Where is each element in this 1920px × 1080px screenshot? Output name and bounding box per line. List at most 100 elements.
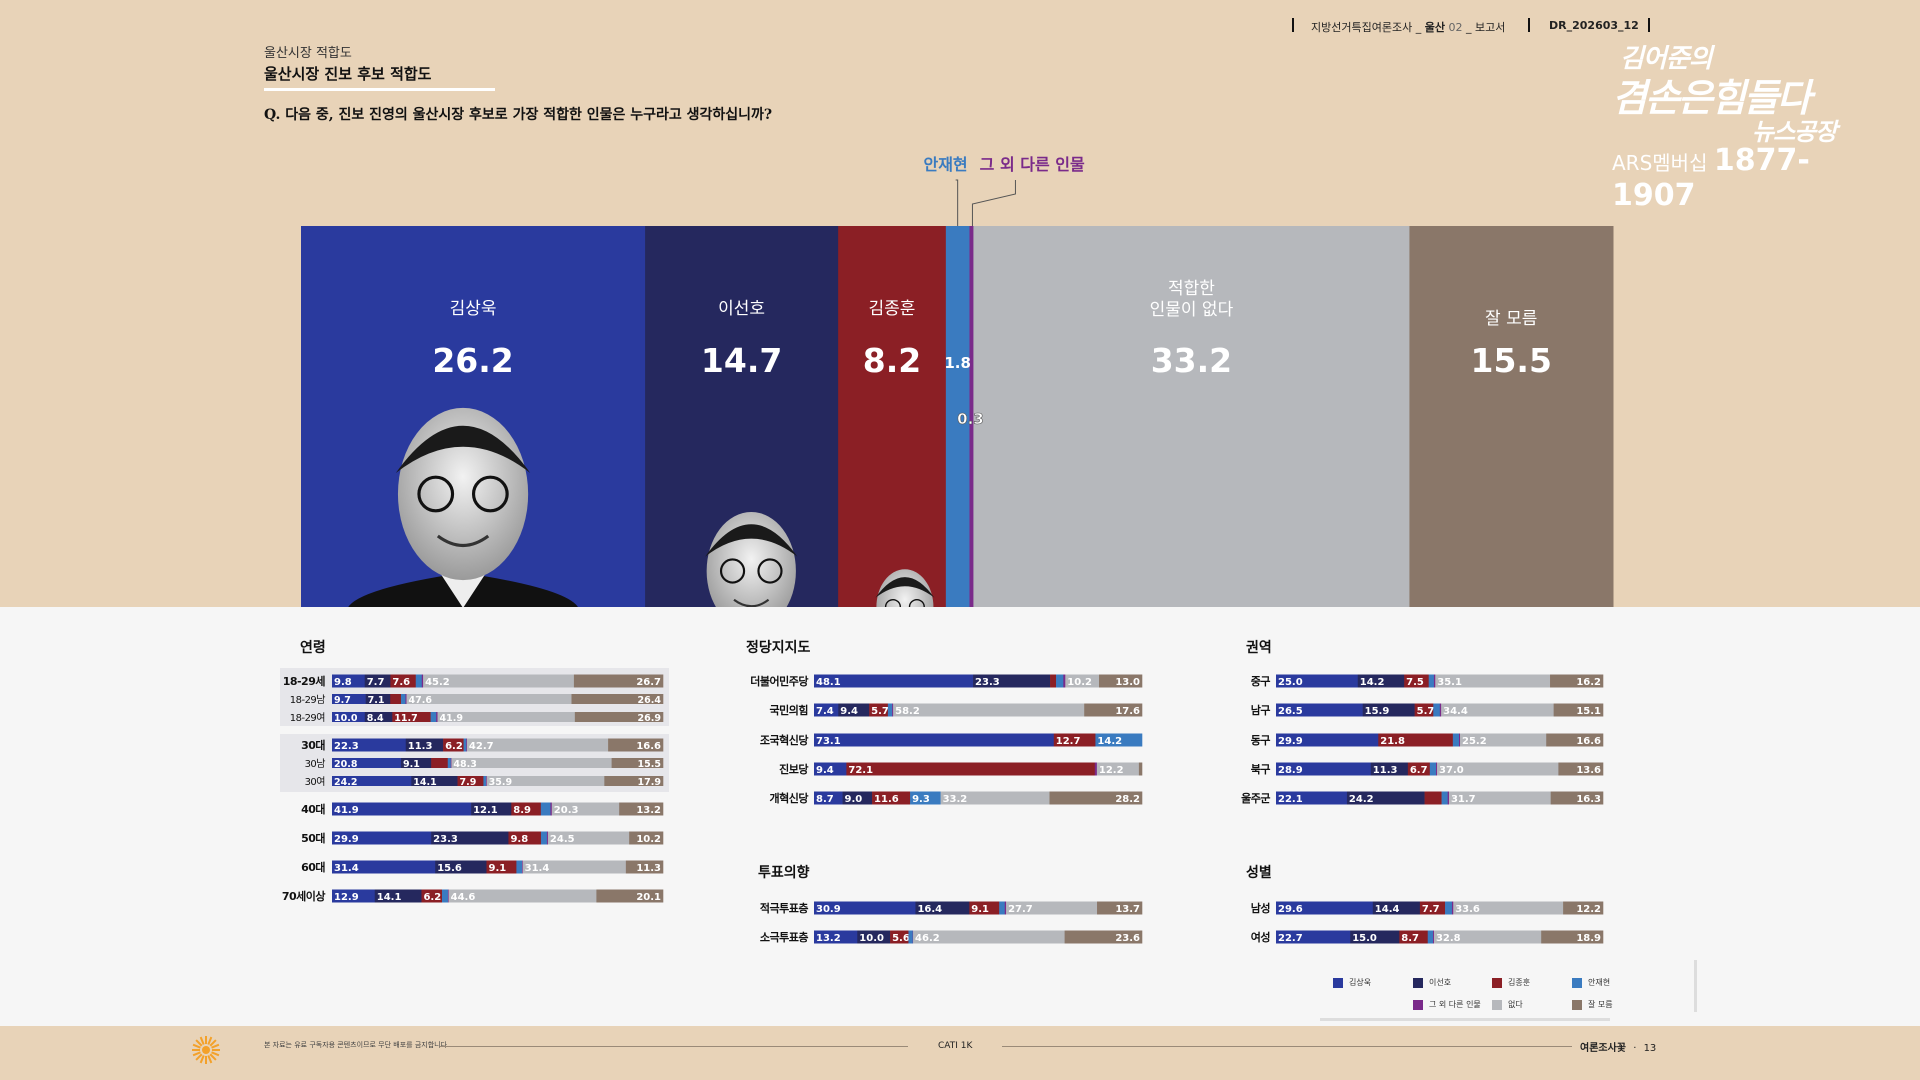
row-segment-none (1441, 703, 1554, 717)
row-segment-none (423, 674, 575, 688)
seg-name-none-line2: 인물이 없다 (1150, 300, 1234, 320)
row-segment-ahn-jaehyun (1445, 901, 1453, 915)
row-value-kim-jonghoon: 8.7 (1401, 933, 1419, 944)
row-value-kim-jonghoon: 5.7 (1417, 706, 1435, 717)
row-segment-kim-sangwook (1276, 930, 1351, 944)
breakdown-row: 울주군 22.1 24.2 31.7 16.3 (1241, 791, 1604, 805)
portrait-glasses-right (471, 475, 509, 513)
row-segment-none (486, 776, 605, 786)
row-segment-ahn-jaehyun (1433, 703, 1441, 717)
row-segment-kim-jonghoon (1404, 674, 1430, 688)
legend-footnote-line (1320, 1018, 1610, 1021)
sun-ray (209, 1053, 217, 1061)
row-segment-ahn-jaehyun (908, 930, 914, 944)
row-value-kim-jonghoon: 5.6 (892, 933, 910, 944)
breakdown-row: 50대 29.9 23.3 9.8 24.5 10.2 (301, 831, 664, 845)
row-segment-kim-sangwook (1276, 791, 1348, 805)
sun-ray (195, 1053, 203, 1061)
row-label: 소극투표층 (760, 930, 808, 944)
row-value-lee-seonho: 9.1 (403, 759, 420, 770)
footer-publication-info: 여론조사꽃 · 13 (1580, 1043, 1657, 1054)
row-value-kim-sangwook: 26.5 (1278, 706, 1303, 717)
row-segment-other-person (546, 831, 549, 845)
bar-segment-dont-know (1409, 226, 1614, 608)
row-value-kim-sangwook: 25.0 (1278, 677, 1303, 688)
row-segment-other-person (1004, 901, 1007, 915)
breakdown-row: 북구 28.9 11.3 6.7 37.0 13.6 (1251, 762, 1604, 776)
row-value-kim-sangwook: 22.1 (1278, 794, 1303, 805)
sun-ray (209, 1039, 217, 1047)
sun-ray (199, 1055, 205, 1064)
row-segment-ahn-jaehyun (400, 694, 406, 704)
row-value-ahn-jaehyun: 14.2 (1097, 736, 1122, 747)
row-segment-ahn-jaehyun (1095, 733, 1143, 747)
row-label: 남구 (1251, 704, 1271, 717)
photo-kim-sangwook (347, 407, 579, 608)
row-value-none: 48.3 (453, 759, 476, 770)
row-value-kim-sangwook: 30.9 (816, 904, 841, 915)
portrait-hair (875, 577, 935, 598)
brand-logo: 김어준의 겸손은힘들다 뉴스공장 ARS멤버십 1877-1907 (1612, 38, 1892, 213)
sun-ray (211, 1051, 220, 1057)
row-segment-none (1065, 674, 1100, 688)
row-label: 18-29세 (283, 674, 326, 688)
seg-value-dont-know: 15.5 (1471, 341, 1552, 380)
row-segment-ahn-jaehyun (1429, 762, 1437, 776)
breakdown-row: 18-29세 9.8 7.7 7.6 45.2 26.7 (283, 674, 664, 688)
row-segment-kim-jonghoon (1050, 674, 1057, 688)
row-segment-lee-seonho (435, 860, 487, 874)
row-value-kim-sangwook: 12.9 (334, 892, 359, 903)
row-value-kim-jonghoon: 9.1 (488, 863, 506, 874)
row-segment-kim-sangwook (332, 889, 376, 903)
row-segment-kim-jonghoon (1419, 901, 1446, 915)
row-label: 동구 (1251, 734, 1271, 747)
row-segment-kim-jonghoon (1053, 733, 1096, 747)
row-segment-other-person (912, 930, 914, 944)
row-segment-kim-jonghoon (486, 860, 517, 874)
row-segment-other-person (447, 889, 449, 903)
row-segment-dont-know (573, 674, 664, 688)
row-value-kim-jonghoon: 9.8 (510, 834, 528, 845)
breakdown-row: 적극투표층 30.9 16.4 9.1 27.7 13.7 (760, 901, 1143, 915)
row-segment-lee-seonho (431, 831, 509, 845)
row-segment-ahn-jaehyun (999, 901, 1006, 915)
seg-value-lee-seonho: 14.7 (701, 341, 782, 380)
bar-segment-other-person (969, 226, 974, 608)
row-segment-none (1437, 762, 1559, 776)
legend-item-ahn-jaehyun: 안재현 (1572, 977, 1610, 988)
breakdown-row: 40대 41.9 12.1 8.9 20.3 13.2 (301, 802, 664, 816)
row-segment-dont-know (571, 694, 664, 704)
row-segment-none (448, 889, 597, 903)
row-segment-kim-jonghoon (390, 694, 402, 704)
breakdown-row: 소극투표층 13.2 10.0 5.6 46.2 23.6 (760, 930, 1143, 944)
row-label: 개혁신당 (770, 791, 809, 805)
row-value-dont-know: 13.2 (636, 805, 661, 816)
portrait-mouth (733, 598, 770, 608)
row-segment-kim-jonghoon (890, 930, 909, 944)
row-value-dont-know: 16.2 (1576, 677, 1601, 688)
row-segment-ahn-jaehyun (415, 674, 423, 688)
sun-ray (192, 1043, 201, 1049)
row-value-dont-know: 18.9 (1576, 933, 1601, 944)
row-segment-dont-know (1553, 703, 1604, 717)
row-segment-other-person (466, 738, 468, 752)
row-segment-lee-seonho (973, 674, 1051, 688)
row-value-kim-sangwook: 29.9 (334, 834, 359, 845)
row-value-kim-sangwook: 7.4 (816, 706, 834, 717)
row-label: 더불어민주당 (750, 674, 808, 688)
row-value-kim-sangwook: 9.4 (816, 765, 834, 776)
legend-item-lee-seonho: 이선호 (1413, 977, 1451, 988)
row-value-none: 10.2 (1067, 677, 1092, 688)
row-value-kim-jonghoon: 9.1 (971, 904, 989, 915)
row-segment-kim-sangwook (814, 703, 839, 717)
breakdown-row: 더불어민주당 48.1 23.3 10.2 13.0 (750, 674, 1143, 688)
row-segment-dont-know (1550, 674, 1604, 688)
row-value-lee-seonho: 11.3 (1373, 765, 1398, 776)
row-segment-ahn-jaehyun (1056, 674, 1064, 688)
breakdown-row: 70세이상 12.9 14.1 6.2 44.6 20.1 (282, 889, 664, 903)
row-segment-other-person (892, 703, 894, 717)
row-value-kim-jonghoon: 7.7 (1422, 904, 1440, 915)
legend-label: 안재현 (1588, 978, 1611, 987)
row-segment-dont-know (1097, 901, 1143, 915)
row-segment-dont-know (596, 889, 664, 903)
